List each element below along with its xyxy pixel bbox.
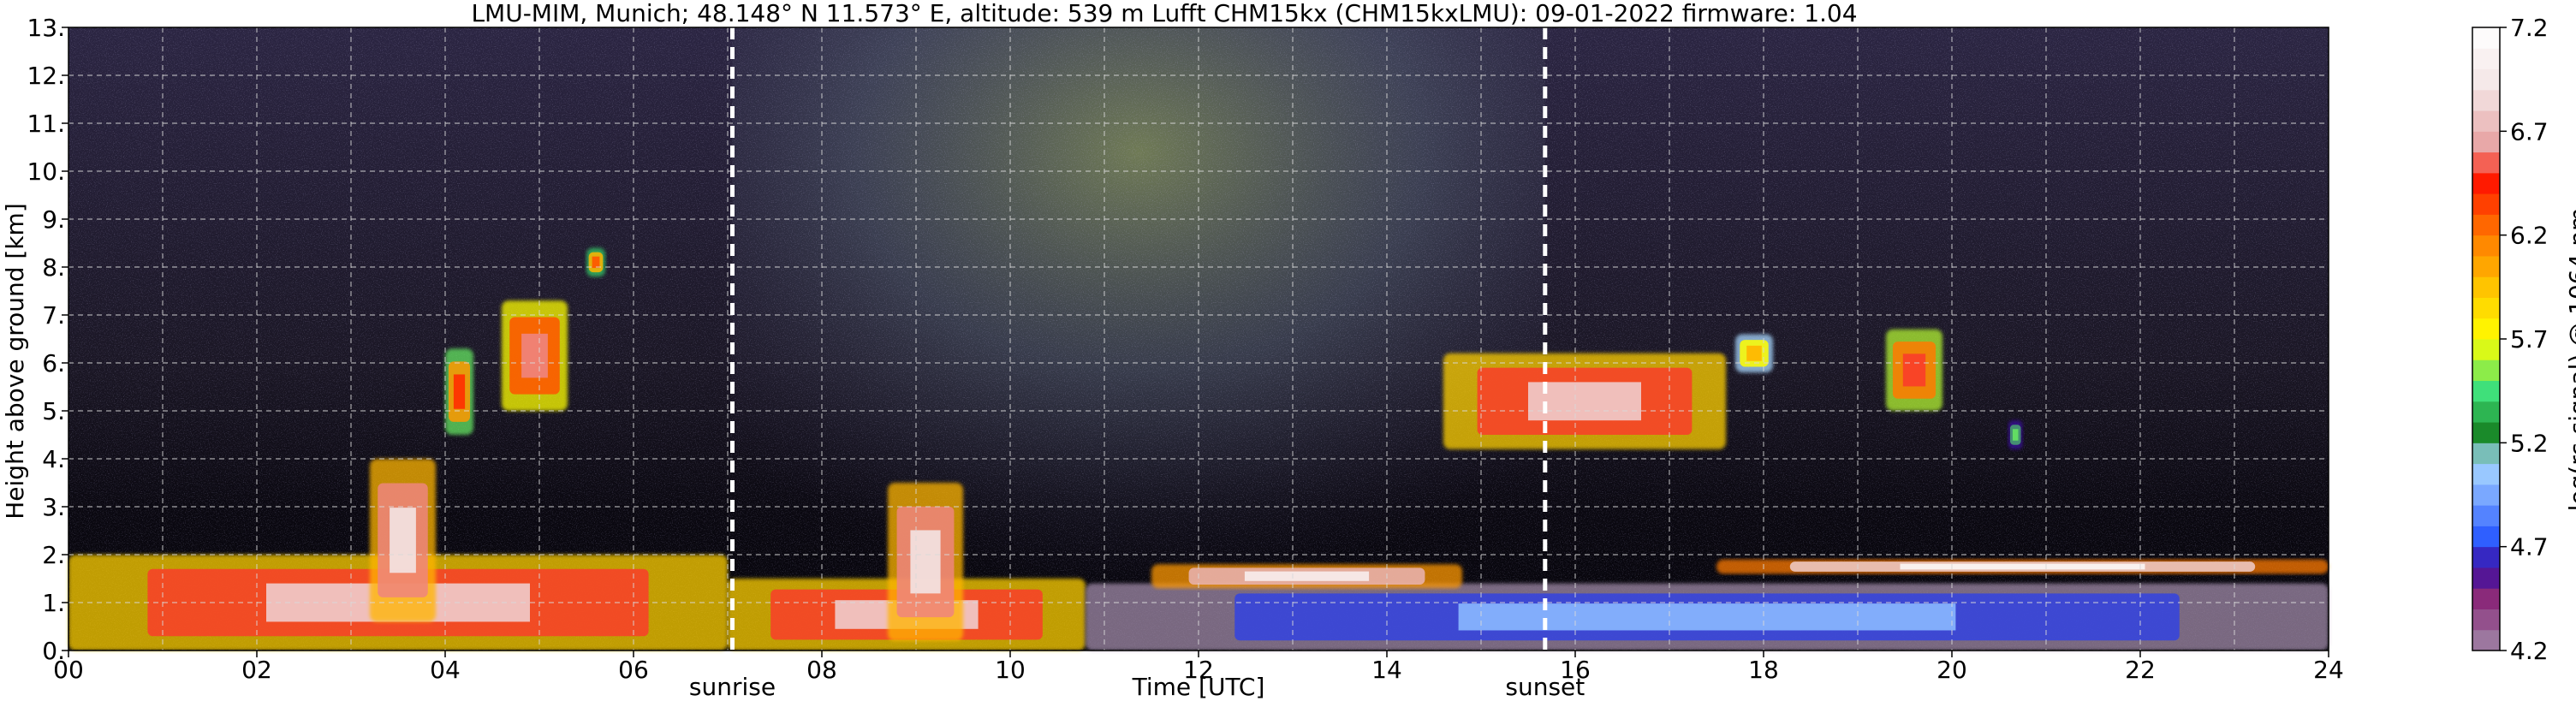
colorbar-segment xyxy=(2472,484,2500,506)
x-tick-label: 10 xyxy=(995,656,1026,684)
y-tick-label: 3. xyxy=(42,493,65,521)
x-tick-label: 16 xyxy=(1560,656,1591,684)
y-tick-label: 10. xyxy=(27,157,65,186)
feature-cloud xyxy=(1886,329,1942,411)
feature-rising-plume xyxy=(370,459,436,622)
colorbar-segment xyxy=(2472,526,2500,548)
feature-convective-plume xyxy=(888,483,963,641)
colorbar-segment xyxy=(2472,255,2500,277)
feature-cloud xyxy=(1443,353,1726,449)
colorbar-tick-label: 4.7 xyxy=(2510,533,2549,561)
colorbar-segment xyxy=(2472,68,2500,91)
chart-title: LMU-MIM, Munich; 48.148° N 11.573° E, al… xyxy=(471,0,1858,27)
colorbar-segment xyxy=(2472,505,2500,526)
colorbar-segment xyxy=(2472,110,2500,132)
colorbar-tick-label: 6.7 xyxy=(2510,117,2549,146)
day-night-markers: sunrise sunset xyxy=(689,27,1585,701)
feature-peak xyxy=(2012,429,2019,441)
colorbar-segment xyxy=(2472,463,2500,485)
y-axis-label: Height above ground [km] xyxy=(1,203,29,520)
colorbar-segment xyxy=(2472,401,2500,423)
colorbar-segment xyxy=(2472,359,2500,382)
feature-peak xyxy=(390,508,416,573)
feature-peak xyxy=(1746,345,1762,361)
colorbar-tick-label: 5.2 xyxy=(2510,429,2549,457)
colorbar-segment xyxy=(2472,276,2500,298)
colorbar-segment xyxy=(2472,546,2500,568)
colorbar-segment xyxy=(2472,235,2500,257)
colorbar-segment xyxy=(2472,193,2500,215)
y-tick-label: 6. xyxy=(42,349,65,377)
feature-peak xyxy=(1458,603,1956,631)
colorbar-segment xyxy=(2472,629,2500,651)
feature-peak xyxy=(592,256,600,269)
colorbar-segment xyxy=(2472,27,2500,49)
colorbar-segment xyxy=(2472,131,2500,153)
feature-cloud xyxy=(586,247,605,277)
colorbar: 4.2 4.7 5.2 5.7 6.2 6.7 7.2 xyxy=(2472,14,2549,665)
feature-peak xyxy=(453,374,466,409)
x-tick-label: 18 xyxy=(1748,656,1779,684)
colorbar-tick-label: 4.2 xyxy=(2510,637,2549,665)
y-tick-label: 7. xyxy=(42,301,65,330)
feature-cloud xyxy=(445,348,473,435)
y-tick-label: 1. xyxy=(42,589,65,617)
colorbar-segment xyxy=(2472,172,2500,194)
x-tick-label: 22 xyxy=(2125,656,2156,684)
colorbar-tick-label: 5.7 xyxy=(2510,325,2549,354)
y-tick-label: 13. xyxy=(27,14,65,42)
axes: 00 02 04 06 08 10 12 14 16 18 20 22 24 0. 1. 2. 3. 4. 5. 6.… xyxy=(27,14,2343,684)
x-tick-label: 12 xyxy=(1183,656,1214,684)
x-tick-label: 20 xyxy=(1936,656,1967,684)
feature-peak xyxy=(1902,354,1926,387)
feature-residual-layer-top xyxy=(1716,559,2329,574)
colorbar-tick-label: 6.2 xyxy=(2510,222,2549,250)
colorbar-segment xyxy=(2472,609,2500,631)
feature-cloud xyxy=(502,300,568,411)
y-tick-label: 9. xyxy=(42,205,65,234)
colorbar-segment xyxy=(2472,380,2500,402)
x-tick-label: 04 xyxy=(430,656,461,684)
colorbar-segment xyxy=(2472,152,2500,174)
feature-cloud xyxy=(2008,420,2023,449)
y-tick-label: 5. xyxy=(42,397,65,425)
colorbar-segment xyxy=(2472,339,2500,360)
feature-layer-top xyxy=(1151,564,1462,589)
colorbar-label: log(rc-signal) @ 1064 nm xyxy=(2564,207,2576,512)
colorbar-segment xyxy=(2472,48,2500,70)
feature-peak xyxy=(910,530,941,594)
x-tick-label: 06 xyxy=(618,656,649,684)
feature-cloud xyxy=(1735,334,1773,373)
feature-afternoon-aerosol xyxy=(1086,583,2329,651)
x-tick-label: 14 xyxy=(1371,656,1402,684)
colorbar-segment xyxy=(2472,297,2500,319)
y-tick-label: 11. xyxy=(27,110,65,138)
y-tick-label: 8. xyxy=(42,253,65,282)
colorbar-segment xyxy=(2472,318,2500,340)
colorbar-segment xyxy=(2472,443,2500,465)
x-axis-label: Time [UTC] xyxy=(1132,673,1265,701)
y-tick-label: 0. xyxy=(42,637,65,665)
x-tick-label: 24 xyxy=(2313,656,2344,684)
colorbar-tick-label: 7.2 xyxy=(2510,14,2549,42)
feature-peak xyxy=(1244,571,1370,581)
y-tick-label: 4. xyxy=(42,445,65,473)
colorbar-segment xyxy=(2472,214,2500,236)
x-tick-label: 08 xyxy=(806,656,837,684)
colorbar-segment xyxy=(2472,567,2500,589)
x-tick-label: 00 xyxy=(53,656,84,684)
sunrise-label: sunrise xyxy=(689,673,776,701)
colorbar-segment xyxy=(2472,422,2500,443)
sunset-label: sunset xyxy=(1505,673,1585,701)
colorbar-segment xyxy=(2472,89,2500,111)
y-tick-label: 2. xyxy=(42,541,65,569)
colorbar-segment xyxy=(2472,588,2500,609)
x-tick-label: 02 xyxy=(241,656,272,684)
feature-peak xyxy=(1900,563,2145,570)
feature-peak xyxy=(521,333,548,378)
y-tick-label: 12. xyxy=(27,62,65,90)
